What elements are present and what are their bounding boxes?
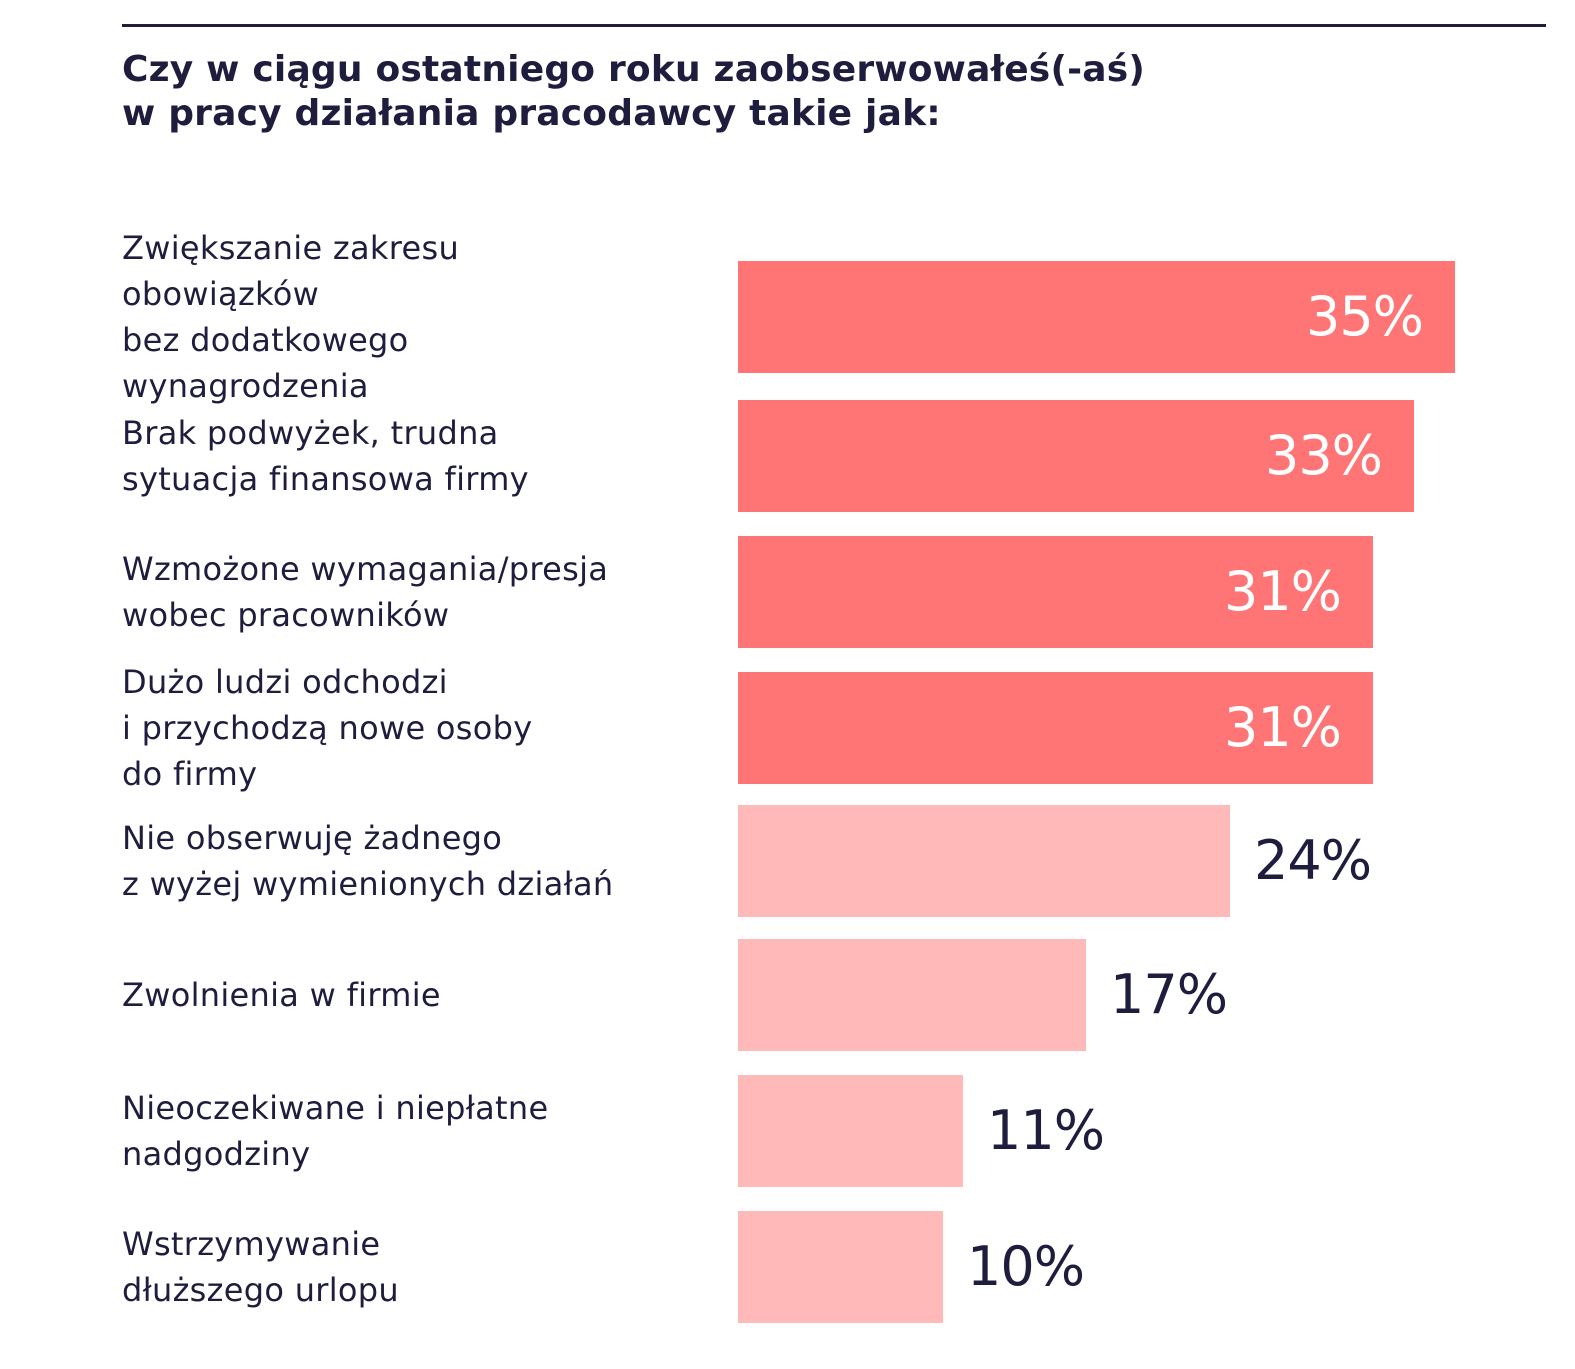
value-label: 31% [1223,696,1342,759]
category-label: Zwolnienia w firmie [122,972,712,1018]
category-label-line: wynagrodzenia [122,367,369,405]
value-label: 31% [1223,560,1342,623]
category-label-line: do firmy [122,755,258,793]
category-label-line: Brak podwyżek, trudna [122,414,499,452]
category-label-line: Wzmożone wymagania/presja [122,550,609,588]
category-label-line: Zwiększanie zakresu [122,229,460,267]
value-label: 35% [1305,285,1424,348]
bar [738,805,1230,917]
chart-title-line-2: w pracy działania pracodawcy takie jak: [122,93,941,134]
category-label-line: Wstrzymywanie [122,1225,381,1263]
category-label-line: Zwolnienia w firmie [122,976,441,1014]
bar [738,1075,963,1187]
value-label: 10% [967,1235,1085,1298]
value-label: 24% [1254,829,1372,892]
bar [738,672,1373,784]
category-label-line: dłuższego urlopu [122,1271,400,1309]
category-label: Nie obserwuję żadnego z wyżej wymienionyc… [122,815,712,907]
top-rule [122,24,1546,27]
category-label-line: i przychodzą nowe osoby [122,709,533,747]
value-label: 33% [1264,424,1383,487]
category-label-line: z wyżej wymienionych działań [122,865,614,903]
bar [738,1211,943,1323]
category-label-line: Nie obserwuję żadnego [122,819,503,857]
bar [738,939,1086,1051]
category-label-line: wobec pracowników [122,596,450,634]
category-label: Wstrzymywanie dłuższego urlopu [122,1221,712,1313]
bar [738,536,1373,648]
category-label: Wzmożone wymagania/presja wobec pracownik… [122,546,712,638]
category-label-line: nadgodziny [122,1135,311,1173]
chart-title-line-1: Czy w ciągu ostatniego roku zaobserwował… [122,49,1146,90]
bar [738,400,1414,512]
category-label-line: sytuacja finansowa firmy [122,460,529,498]
category-label: Dużo ludzi odchodzi i przychodzą nowe oso… [122,659,712,797]
category-label-line: Nieoczekiwane i niepłatne [122,1089,549,1127]
category-label-line: Dużo ludzi odchodzi [122,663,448,701]
chart-title: Czy w ciągu ostatniego roku zaobserwował… [122,48,1422,136]
category-label: Nieoczekiwane i niepłatne nadgodziny [122,1085,712,1177]
category-label: Brak podwyżek, trudna sytuacja finansowa … [122,410,712,502]
value-label: 11% [987,1099,1105,1162]
category-label: Zwiększanie zakresu obowiązków bez dodatko… [122,225,712,409]
value-label: 17% [1110,963,1228,1026]
category-label-line: bez dodatkowego [122,321,409,359]
category-label-line: obowiązków [122,275,320,313]
bar [738,261,1455,373]
